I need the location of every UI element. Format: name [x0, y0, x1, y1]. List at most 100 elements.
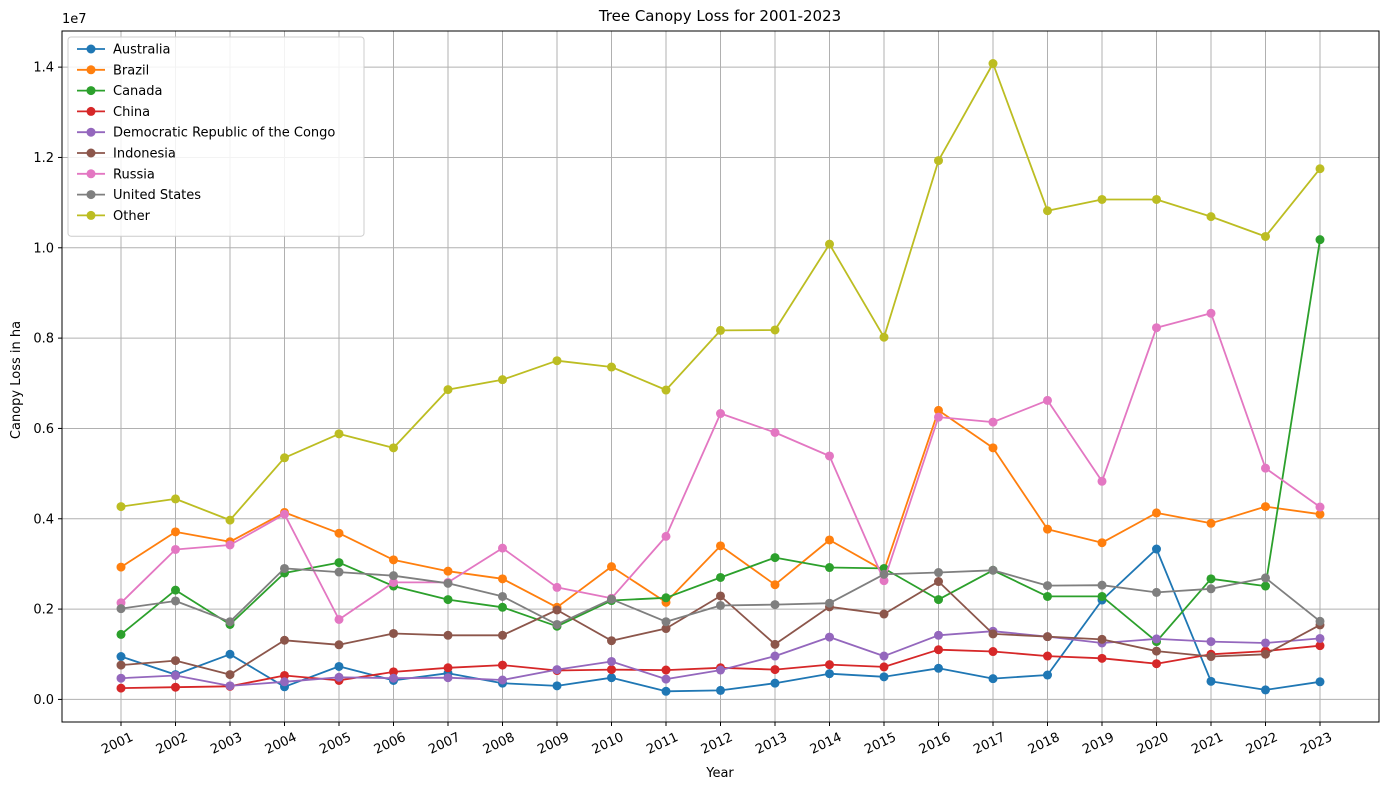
data-point [280, 509, 289, 519]
data-point [389, 673, 398, 683]
series-brazil [116, 405, 1325, 612]
data-point [934, 577, 943, 587]
x-tick-label: 2023 [1298, 730, 1334, 758]
data-point [879, 609, 889, 619]
data-point [770, 639, 780, 649]
data-point [770, 665, 780, 675]
data-point [116, 683, 126, 693]
data-point [225, 540, 235, 550]
data-point [334, 567, 344, 577]
legend-entry: United States [77, 188, 201, 203]
data-point [988, 647, 998, 657]
data-point [552, 582, 562, 592]
x-tick-label: 2020 [1135, 730, 1171, 758]
data-point [443, 385, 453, 395]
data-point [225, 515, 235, 525]
data-point [661, 686, 671, 696]
data-point [1097, 538, 1107, 548]
data-point [389, 571, 398, 581]
legend-marker [86, 86, 96, 96]
data-point [171, 682, 180, 692]
data-point [716, 600, 725, 610]
data-point [225, 649, 235, 659]
data-point [116, 629, 126, 639]
x-axis-ticks: 2001 2002 2003 2004 2005 2006 2007 2008 2009 2010… [99, 722, 1335, 758]
data-point [171, 656, 180, 666]
data-point [1097, 634, 1107, 644]
data-point [1097, 194, 1107, 204]
data-point [1315, 633, 1325, 643]
data-point [171, 670, 180, 680]
data-point [225, 670, 235, 680]
data-point [1043, 581, 1052, 591]
legend-label: Brazil [113, 63, 149, 78]
data-point [825, 598, 834, 608]
data-point [716, 572, 725, 582]
x-tick-label: 2017 [971, 730, 1007, 758]
x-axis-title: Year [705, 766, 734, 781]
data-point [116, 604, 126, 614]
data-point [988, 59, 998, 69]
data-point [498, 630, 507, 640]
data-point [1097, 591, 1107, 601]
data-point [1261, 573, 1270, 583]
data-point [498, 602, 507, 612]
x-tick-label: 2010 [590, 730, 626, 758]
data-point [661, 531, 671, 541]
data-point [825, 669, 834, 679]
data-point [1043, 670, 1052, 680]
data-point [825, 632, 834, 642]
data-point [988, 674, 998, 684]
data-point [716, 325, 725, 335]
data-point [825, 563, 834, 573]
data-point [1261, 638, 1270, 648]
data-point [770, 678, 780, 688]
data-point [552, 665, 562, 675]
legend-entry: Indonesia [77, 147, 176, 162]
data-point [770, 325, 780, 335]
data-point [1043, 524, 1052, 534]
data-point [716, 409, 725, 419]
data-point [661, 617, 671, 627]
data-point [280, 563, 289, 573]
data-point [1261, 649, 1270, 659]
data-point [1206, 652, 1216, 662]
data-point [607, 665, 616, 675]
data-point [116, 652, 126, 662]
data-point [1152, 634, 1161, 644]
data-point [443, 663, 453, 673]
y-tick-label: 0.2 [33, 603, 54, 618]
data-point [934, 568, 943, 578]
data-point [116, 502, 126, 512]
series-indonesia [116, 577, 1325, 680]
legend-marker [86, 106, 96, 116]
data-point [770, 600, 780, 610]
y-tick-label: 0.8 [33, 332, 54, 347]
y-tick-label: 1.2 [33, 151, 54, 166]
data-point [607, 594, 616, 604]
data-point [552, 681, 562, 691]
data-point [1206, 637, 1216, 647]
series-united-states [116, 563, 1325, 629]
data-point [1261, 685, 1270, 695]
data-point [934, 595, 943, 605]
data-point [879, 662, 889, 672]
data-point [1315, 502, 1325, 512]
data-point [661, 385, 671, 395]
data-point [879, 569, 889, 579]
y-tick-label: 1.0 [33, 241, 54, 256]
data-point [661, 593, 671, 603]
data-point [770, 651, 780, 661]
data-point [552, 356, 562, 366]
data-point [171, 494, 180, 504]
data-point [1152, 659, 1161, 669]
x-tick-label: 2001 [99, 730, 135, 758]
x-tick-label: 2003 [208, 730, 244, 758]
data-point [1152, 323, 1161, 333]
data-point [988, 417, 998, 427]
legend-entry: Other [77, 209, 151, 224]
data-point [716, 685, 725, 695]
legend-entry: Brazil [77, 63, 149, 78]
data-point [607, 362, 616, 372]
data-point [1043, 632, 1052, 642]
